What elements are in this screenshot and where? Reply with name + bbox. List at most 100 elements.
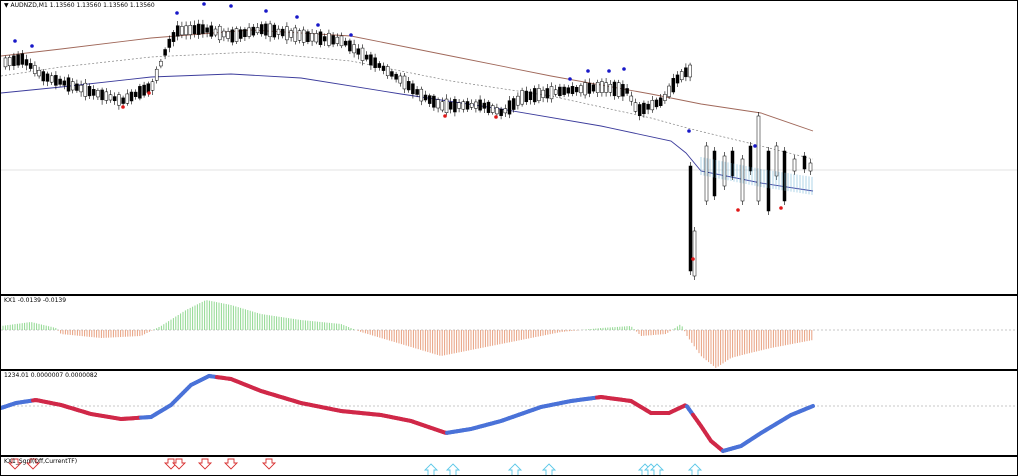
candle-body [167,38,172,48]
oscillator-pane[interactable]: 1234.01 0.0000007 0.0000082 [0,370,1018,456]
candle-body [583,82,587,96]
candle-body [385,66,390,77]
candle-body [41,71,46,82]
candle-body [226,31,230,39]
candle-body [16,54,20,66]
candle-body [184,25,188,36]
candle-body [104,91,109,101]
candle-body [453,99,457,113]
candle-body [306,31,310,42]
signal-dot-blue [349,33,353,37]
candle-body [20,53,25,65]
signal-dot-red [443,114,447,118]
candle-body [196,23,201,35]
arrow-up-icon [507,463,523,475]
kx-histogram-pane[interactable]: KX1 -0.0139 -0.0139 [0,295,1018,370]
candle-body [7,57,12,67]
signal-dot-blue [175,11,179,15]
candle-body [792,158,797,172]
candle-body [234,28,239,42]
chart-title: ▼ AUDNZD,M1 1.13560 1.13560 1.13560 1.13… [4,2,155,9]
candle-body [465,101,470,110]
candle-body [802,155,807,170]
candle-body [440,101,445,111]
candle-body [688,64,692,78]
kx-histogram-plot [1,300,1017,368]
symbol-timeframe: AUDNZD,M1 [10,2,48,9]
candle-body [3,57,8,68]
signal-dot-blue [202,2,206,6]
candle-body [486,101,491,113]
candle-body [756,115,761,202]
main-price-chart[interactable]: ▼ AUDNZD,M1 1.13560 1.13560 1.13560 1.13… [0,0,1018,295]
candle-body [692,230,697,277]
candle-body [192,25,197,35]
candle-body [637,104,642,117]
candle-body [301,29,306,43]
candle-body [343,40,348,46]
candle-body [28,63,33,69]
candle-body [205,27,209,33]
arrow-down-icon [25,458,41,470]
candle-body [129,91,134,102]
signal-pane[interactable]: KX1_Sgnl(Off,CurrentTF) [0,456,1018,476]
osc-values: 0.0000007 0.0000082 [30,372,98,379]
candle-body [272,24,277,38]
candle-body [331,35,335,45]
candle-body [782,150,787,202]
candle-body [217,25,222,41]
candle-body [423,94,428,101]
candle-body [335,36,340,44]
candle-body [419,88,424,102]
candle-body [175,25,180,37]
candle-body [138,86,142,99]
candle-body [612,81,617,97]
candle-body [402,75,407,90]
candle-body [553,89,558,95]
candle-body [722,155,727,187]
candle-body [91,89,96,96]
candle-body [444,98,449,113]
triangle-down-icon[interactable]: ▼ [4,2,9,9]
candle-body [415,89,419,95]
candle-body [293,27,298,42]
middle-band-line [1,51,814,160]
candle-body [70,81,75,91]
candle-body [511,98,516,110]
candle-body [66,77,71,92]
candle-body [238,29,243,39]
candle-body [83,82,88,97]
candle-body [121,97,125,104]
candle-body [499,108,503,116]
candle-body [646,103,650,110]
candle-body [524,90,529,103]
signal-dot-blue [753,144,757,148]
candle-body [112,96,117,102]
candle-body [133,91,138,97]
candle-body [558,86,562,96]
candle-body [171,32,176,42]
candle-body [537,88,541,101]
candle-body [327,32,331,46]
candle-body [625,88,629,94]
candle-body [100,89,104,101]
candle-body [766,150,771,212]
candle-body [461,101,466,110]
candle-body [394,73,398,80]
candle-body [604,82,608,93]
candle-body [748,145,753,172]
candle-body [154,68,159,81]
candle-body [600,81,604,93]
candle-body [54,75,58,86]
candle-body [684,67,688,78]
signal-dot-red [736,208,740,212]
candle-body [654,99,659,108]
osc-label: 1234.01 0.0000007 0.0000082 [4,372,98,379]
candle-body [348,40,352,52]
candle-body [117,94,121,106]
candle-body [360,47,365,61]
oscillator-segment-rising [809,404,815,409]
signal-dot-red [147,91,151,95]
signal-dot-blue [622,67,626,71]
candle-body [268,23,272,38]
